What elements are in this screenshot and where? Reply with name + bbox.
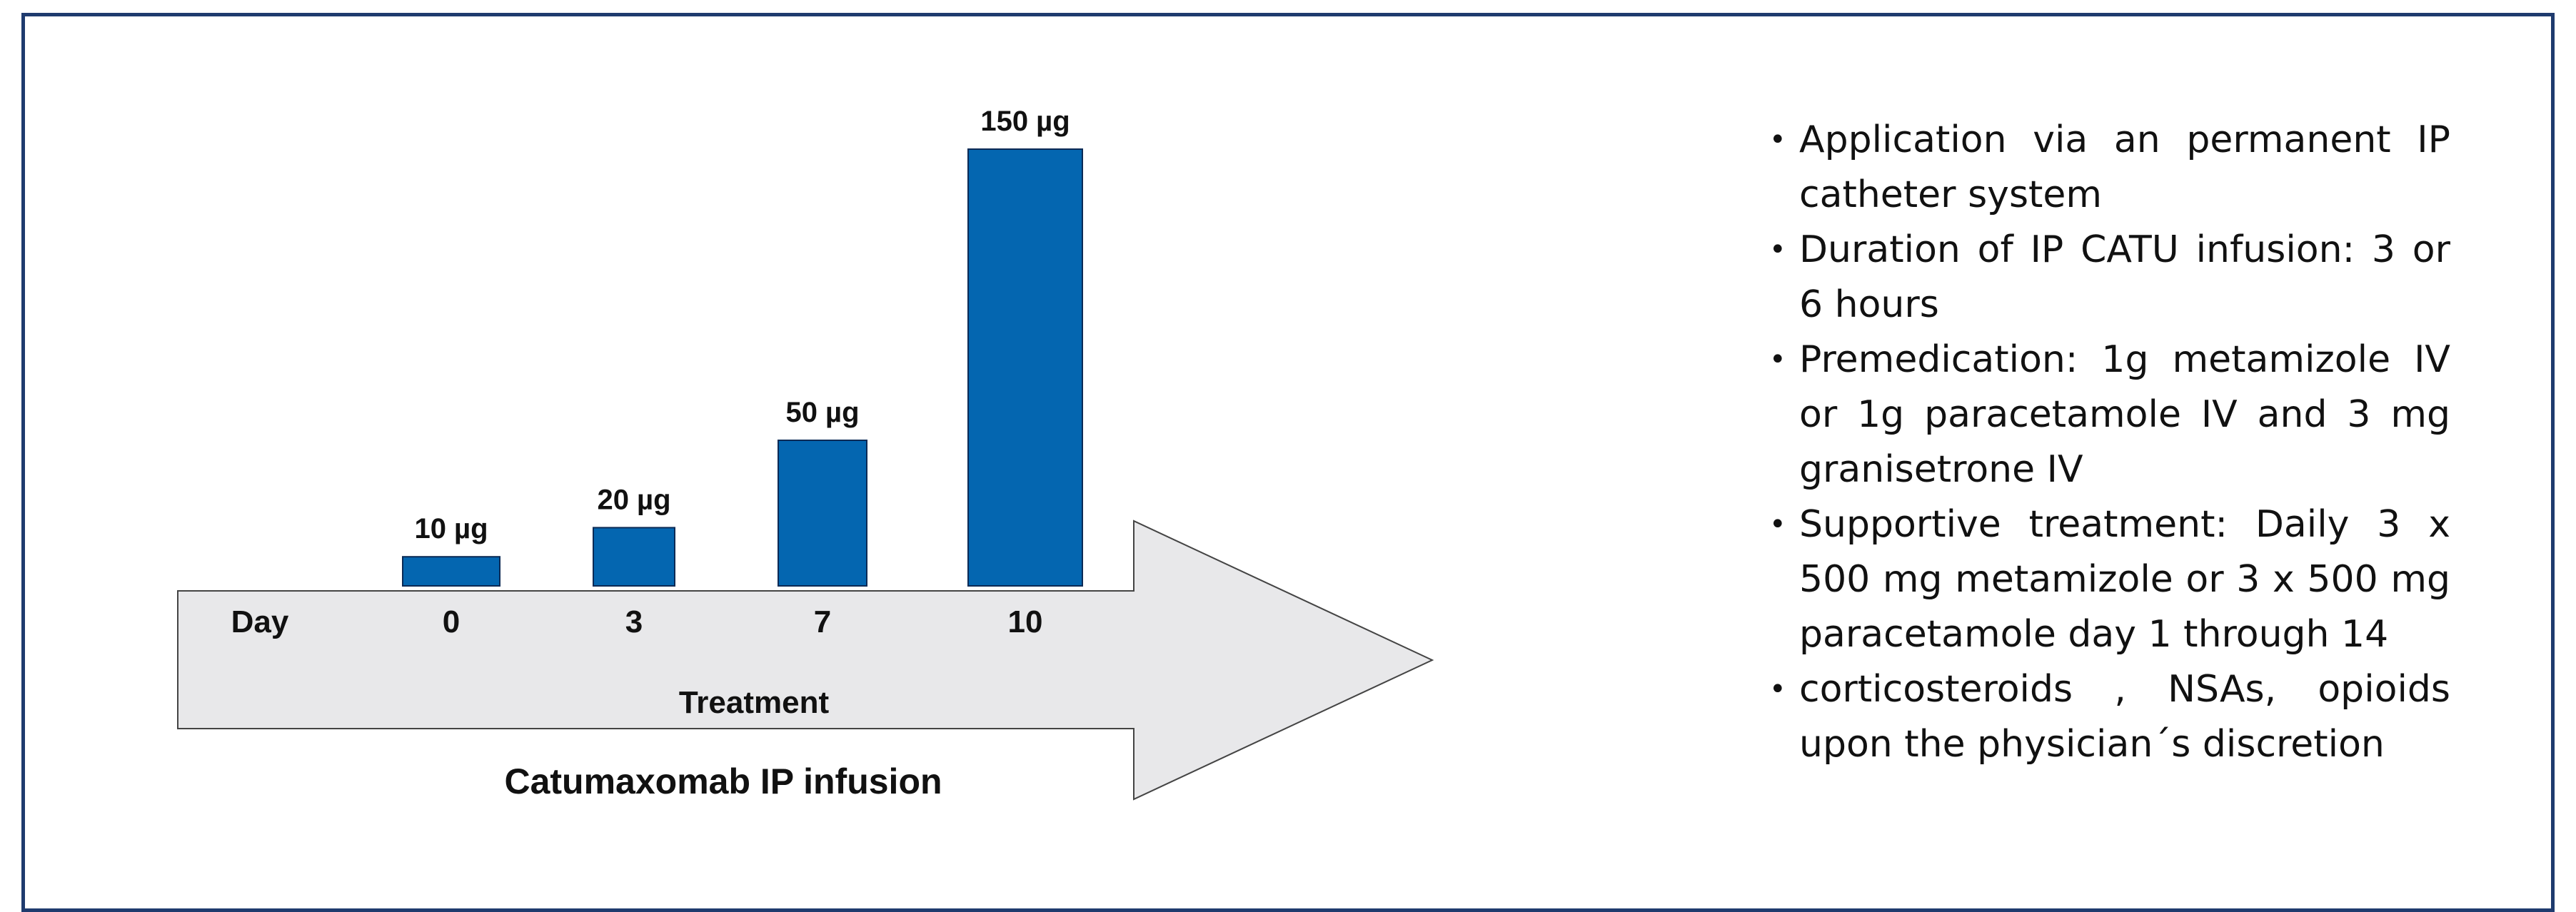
- note-text: Supportive treatment: Daily 3 x 500 mg m…: [1799, 503, 2450, 656]
- dose-bar-day-3: [593, 527, 675, 587]
- dose-label-day-3: 20 µg: [597, 484, 670, 515]
- dose-bar-day-10: [967, 148, 1083, 587]
- dose-label-day-0: 10 µg: [414, 513, 488, 544]
- day-tick-label: 0: [443, 604, 460, 639]
- arrow-label: Treatment: [679, 685, 830, 720]
- day-tick-label: 3: [625, 604, 643, 639]
- treatment-arrow: [177, 520, 1434, 801]
- list-item: • Premedication: 1g metamizole IV or 1g p…: [1769, 333, 2450, 497]
- bullet-dot: •: [1769, 233, 1786, 266]
- dose-bar-day-7: [778, 440, 867, 587]
- list-item: • corticosteroids , NSAs, opioids upon t…: [1769, 662, 2450, 772]
- note-text: Duration of IP CATU infusion: 3 or 6 hou…: [1799, 228, 2450, 326]
- dose-bar-day-0: [402, 556, 500, 587]
- day-tick-label: 7: [814, 604, 831, 639]
- notes-list: • Application via an permanent IP cathete…: [1769, 113, 2450, 772]
- note-text: Premedication: 1g metamizole IV or 1g pa…: [1799, 338, 2450, 491]
- list-item: • Supportive treatment: Daily 3 x 500 mg …: [1769, 497, 2450, 662]
- dose-label-day-7: 50 µg: [785, 397, 859, 428]
- list-item: • Application via an permanent IP cathete…: [1769, 113, 2450, 223]
- bullet-dot: •: [1769, 673, 1786, 706]
- day-tick-label: 10: [1008, 604, 1043, 639]
- diagram-caption: Catumaxomab IP infusion: [504, 761, 942, 801]
- note-text: Application via an permanent IP catheter…: [1799, 118, 2450, 216]
- dosing-diagram: 10 µg 0 20 µg 3 50 µg 7 150 µg 10 Day Treatment…: [177, 106, 1434, 801]
- bullet-dot: •: [1769, 123, 1786, 156]
- bullet-dot: •: [1769, 508, 1786, 541]
- bullet-dot: •: [1769, 343, 1786, 376]
- slide-frame: [21, 13, 2555, 912]
- note-text: corticosteroids , NSAs, opioids upon the…: [1799, 668, 2450, 766]
- day-row-label: Day: [231, 604, 289, 639]
- list-item: • Duration of IP CATU infusion: 3 or 6 ho…: [1769, 223, 2450, 333]
- dose-label-day-10: 150 µg: [980, 106, 1070, 137]
- dose-bars: 10 µg 0 20 µg 3 50 µg 7 150 µg 10: [402, 106, 1083, 639]
